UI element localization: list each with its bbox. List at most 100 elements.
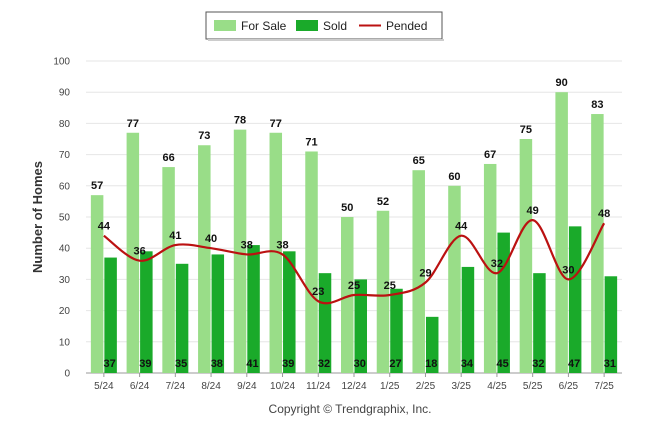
data-label-pended: 44 (98, 221, 111, 233)
y-tick-label: 50 (59, 213, 71, 224)
bar-for-sale (555, 92, 568, 373)
y-tick-label: 0 (64, 369, 70, 380)
bar-sold (175, 263, 189, 373)
y-tick-label: 80 (59, 119, 71, 130)
bar-sold (318, 273, 332, 373)
legend-swatch-for-sale (214, 20, 236, 31)
data-label-for-sale: 52 (377, 196, 389, 208)
legend-label-pended: Pended (386, 19, 427, 33)
bar-for-sale (341, 217, 354, 373)
bar-for-sale (162, 167, 175, 373)
x-tick-label: 2/25 (416, 381, 436, 392)
data-label-pended: 48 (598, 208, 610, 220)
x-tick-label: 10/24 (270, 381, 295, 392)
data-label-pended: 25 (384, 280, 396, 292)
y-tick-label: 10 (59, 337, 71, 348)
data-label-sold: 39 (139, 358, 151, 370)
data-label-sold: 39 (282, 358, 294, 370)
data-label-sold: 31 (604, 358, 616, 370)
x-tick-label: 4/25 (487, 381, 507, 392)
bar-for-sale (126, 132, 140, 373)
data-label-sold: 32 (532, 358, 544, 370)
data-label-for-sale: 90 (556, 77, 568, 89)
bar-for-sale (233, 129, 247, 373)
copyright-text: Copyright © Trendgraphix, Inc. (269, 402, 432, 416)
y-axis-title: Number of Homes (30, 161, 45, 273)
data-label-sold: 47 (568, 358, 580, 370)
x-tick-label: 6/25 (559, 381, 579, 392)
x-tick-label: 9/24 (237, 381, 257, 392)
data-label-sold: 38 (211, 358, 223, 370)
data-label-for-sale: 77 (270, 118, 282, 130)
x-tick-label: 7/25 (594, 381, 614, 392)
bar-sold (568, 226, 582, 373)
bars (90, 92, 618, 373)
bar-sold (140, 251, 153, 373)
pended-line-layer (103, 219, 606, 305)
data-label-pended: 49 (527, 205, 539, 217)
bar-for-sale (376, 210, 390, 373)
x-tick-label: 8/24 (201, 381, 221, 392)
data-label-for-sale: 60 (448, 171, 460, 183)
x-axis: 5/24 6/24 7/24 8/24 9/24 10/24 11/24 12/24 1/25 2… (94, 373, 614, 392)
bar-for-sale (90, 195, 104, 373)
data-label-sold: 27 (389, 358, 401, 370)
data-label-sold: 37 (103, 358, 115, 370)
data-label-pended: 30 (562, 264, 574, 276)
bar-sold (497, 232, 510, 373)
y-tick-label: 100 (53, 57, 70, 68)
data-label-for-sale: 67 (484, 149, 496, 161)
data-label-pended: 38 (241, 239, 253, 251)
bar-sold (461, 266, 475, 373)
pended-line (103, 219, 606, 305)
data-label-pended: 23 (312, 286, 324, 298)
x-tick-label: 12/24 (341, 381, 366, 392)
x-tick-label: 11/24 (306, 381, 331, 392)
bar-for-sale (519, 139, 533, 373)
data-label-for-sale: 50 (341, 202, 353, 214)
data-labels: 57 37 77 39 66 35 73 38 78 41 77 39 71 32 50 30 52 27 65 18… (91, 77, 616, 370)
data-label-sold: 30 (354, 358, 366, 370)
bar-sold (390, 288, 403, 373)
bar-for-sale (305, 151, 318, 373)
legend-box-shadow (208, 39, 444, 41)
bar-sold (354, 279, 367, 373)
bar-for-sale (483, 163, 497, 373)
data-label-pended: 25 (348, 280, 360, 292)
legend-box (205, 11, 443, 40)
data-label-for-sale: 66 (162, 152, 174, 164)
data-label-sold: 35 (175, 358, 187, 370)
data-label-sold: 18 (425, 358, 437, 370)
y-tick-label: 60 (59, 181, 71, 192)
data-label-for-sale: 83 (591, 99, 603, 111)
bar-sold (283, 251, 296, 373)
x-tick-label: 6/24 (130, 381, 150, 392)
x-tick-label: 1/25 (380, 381, 400, 392)
legend-swatch-sold (296, 20, 318, 31)
data-label-sold: 32 (318, 358, 330, 370)
y-axis: 0 10 20 30 40 50 60 70 80 90 100 (53, 57, 70, 380)
legend: For Sale Sold Pended (205, 11, 444, 41)
data-label-for-sale: 65 (413, 155, 425, 167)
x-tick-label: 3/25 (451, 381, 471, 392)
data-label-for-sale: 75 (520, 124, 532, 136)
data-label-sold: 41 (246, 358, 258, 370)
data-label-for-sale: 78 (234, 115, 246, 127)
bar-for-sale (591, 114, 604, 373)
data-label-pended: 36 (133, 246, 145, 258)
y-tick-label: 40 (59, 244, 71, 255)
bar-for-sale (448, 185, 461, 373)
x-tick-label: 7/24 (166, 381, 186, 392)
data-label-for-sale: 71 (305, 136, 317, 148)
data-label-for-sale: 77 (127, 118, 139, 130)
y-tick-label: 70 (59, 150, 71, 161)
data-label-pended: 41 (169, 230, 181, 242)
data-label-sold: 34 (461, 358, 474, 370)
data-label-for-sale: 73 (198, 130, 210, 142)
x-tick-label: 5/24 (94, 381, 114, 392)
bar-for-sale (269, 132, 283, 373)
y-tick-label: 30 (59, 275, 71, 286)
bar-sold (533, 273, 546, 373)
